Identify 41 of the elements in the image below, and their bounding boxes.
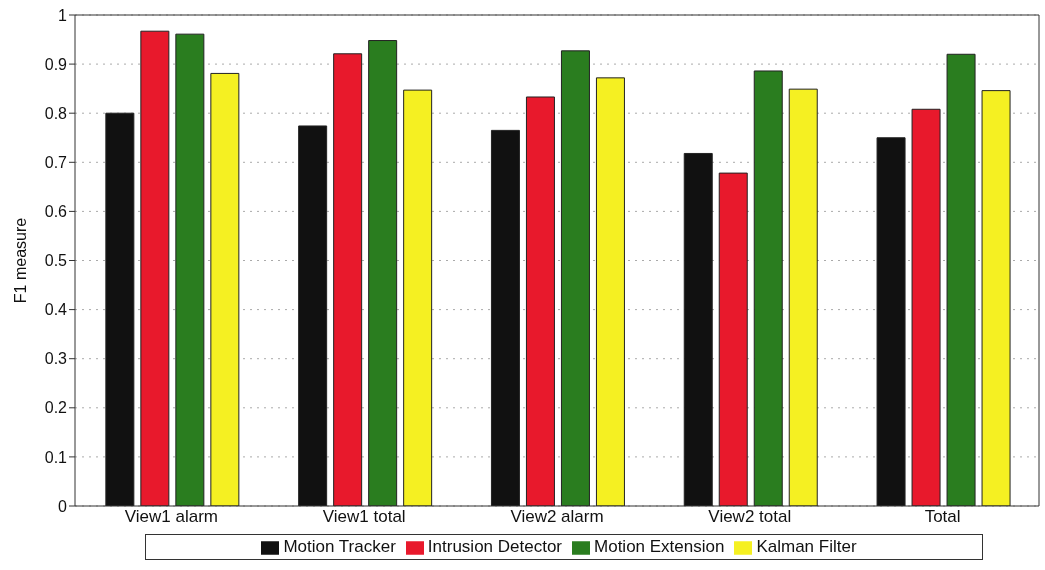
- bar: [718, 172, 748, 506]
- y-tick-label: 1: [58, 6, 68, 24]
- y-tick-label: 0.7: [44, 153, 68, 171]
- y-tick-label: 0.6: [44, 203, 68, 221]
- x-tick-label: View1 total: [322, 507, 406, 527]
- legend-label: Intrusion Detector: [427, 537, 563, 556]
- x-tick-label: View2 total: [708, 507, 792, 527]
- legend-label: Motion Tracker: [283, 537, 396, 556]
- y-tick-label: 0.5: [44, 252, 68, 270]
- bar: [140, 30, 170, 506]
- bar: [788, 88, 818, 506]
- bar: [175, 33, 205, 506]
- y-tick-label: 0: [58, 497, 68, 515]
- y-tick-label: 0.8: [44, 104, 68, 122]
- bar: [333, 53, 363, 506]
- bar: [368, 40, 398, 506]
- y-tick-label: 0.4: [44, 301, 68, 319]
- bar: [753, 70, 783, 506]
- x-tick-label: Total: [924, 507, 961, 527]
- bar: [525, 96, 555, 506]
- bar: [595, 77, 625, 506]
- x-tick-label: View1 alarm: [124, 507, 219, 527]
- bar: [298, 125, 328, 506]
- y-tick-label: 0.3: [44, 350, 68, 368]
- legend-label: Motion Extension: [594, 537, 725, 556]
- y-tick-label: 0.2: [44, 399, 68, 417]
- y-tick-label: 0.9: [44, 55, 68, 73]
- legend-label: Kalman Filter: [756, 537, 857, 556]
- bar: [210, 72, 240, 506]
- bar: [981, 90, 1011, 506]
- bar: [490, 129, 520, 506]
- bar: [683, 152, 713, 506]
- bar: [876, 137, 906, 506]
- y-tick-label: 0.1: [44, 448, 68, 466]
- bar: [911, 108, 941, 506]
- bar: [105, 112, 135, 506]
- x-tick-label: View2 alarm: [510, 507, 604, 527]
- y-axis-title: F1 measure: [11, 217, 29, 304]
- bar: [403, 89, 433, 506]
- bar: [560, 50, 590, 506]
- bar: [946, 53, 976, 506]
